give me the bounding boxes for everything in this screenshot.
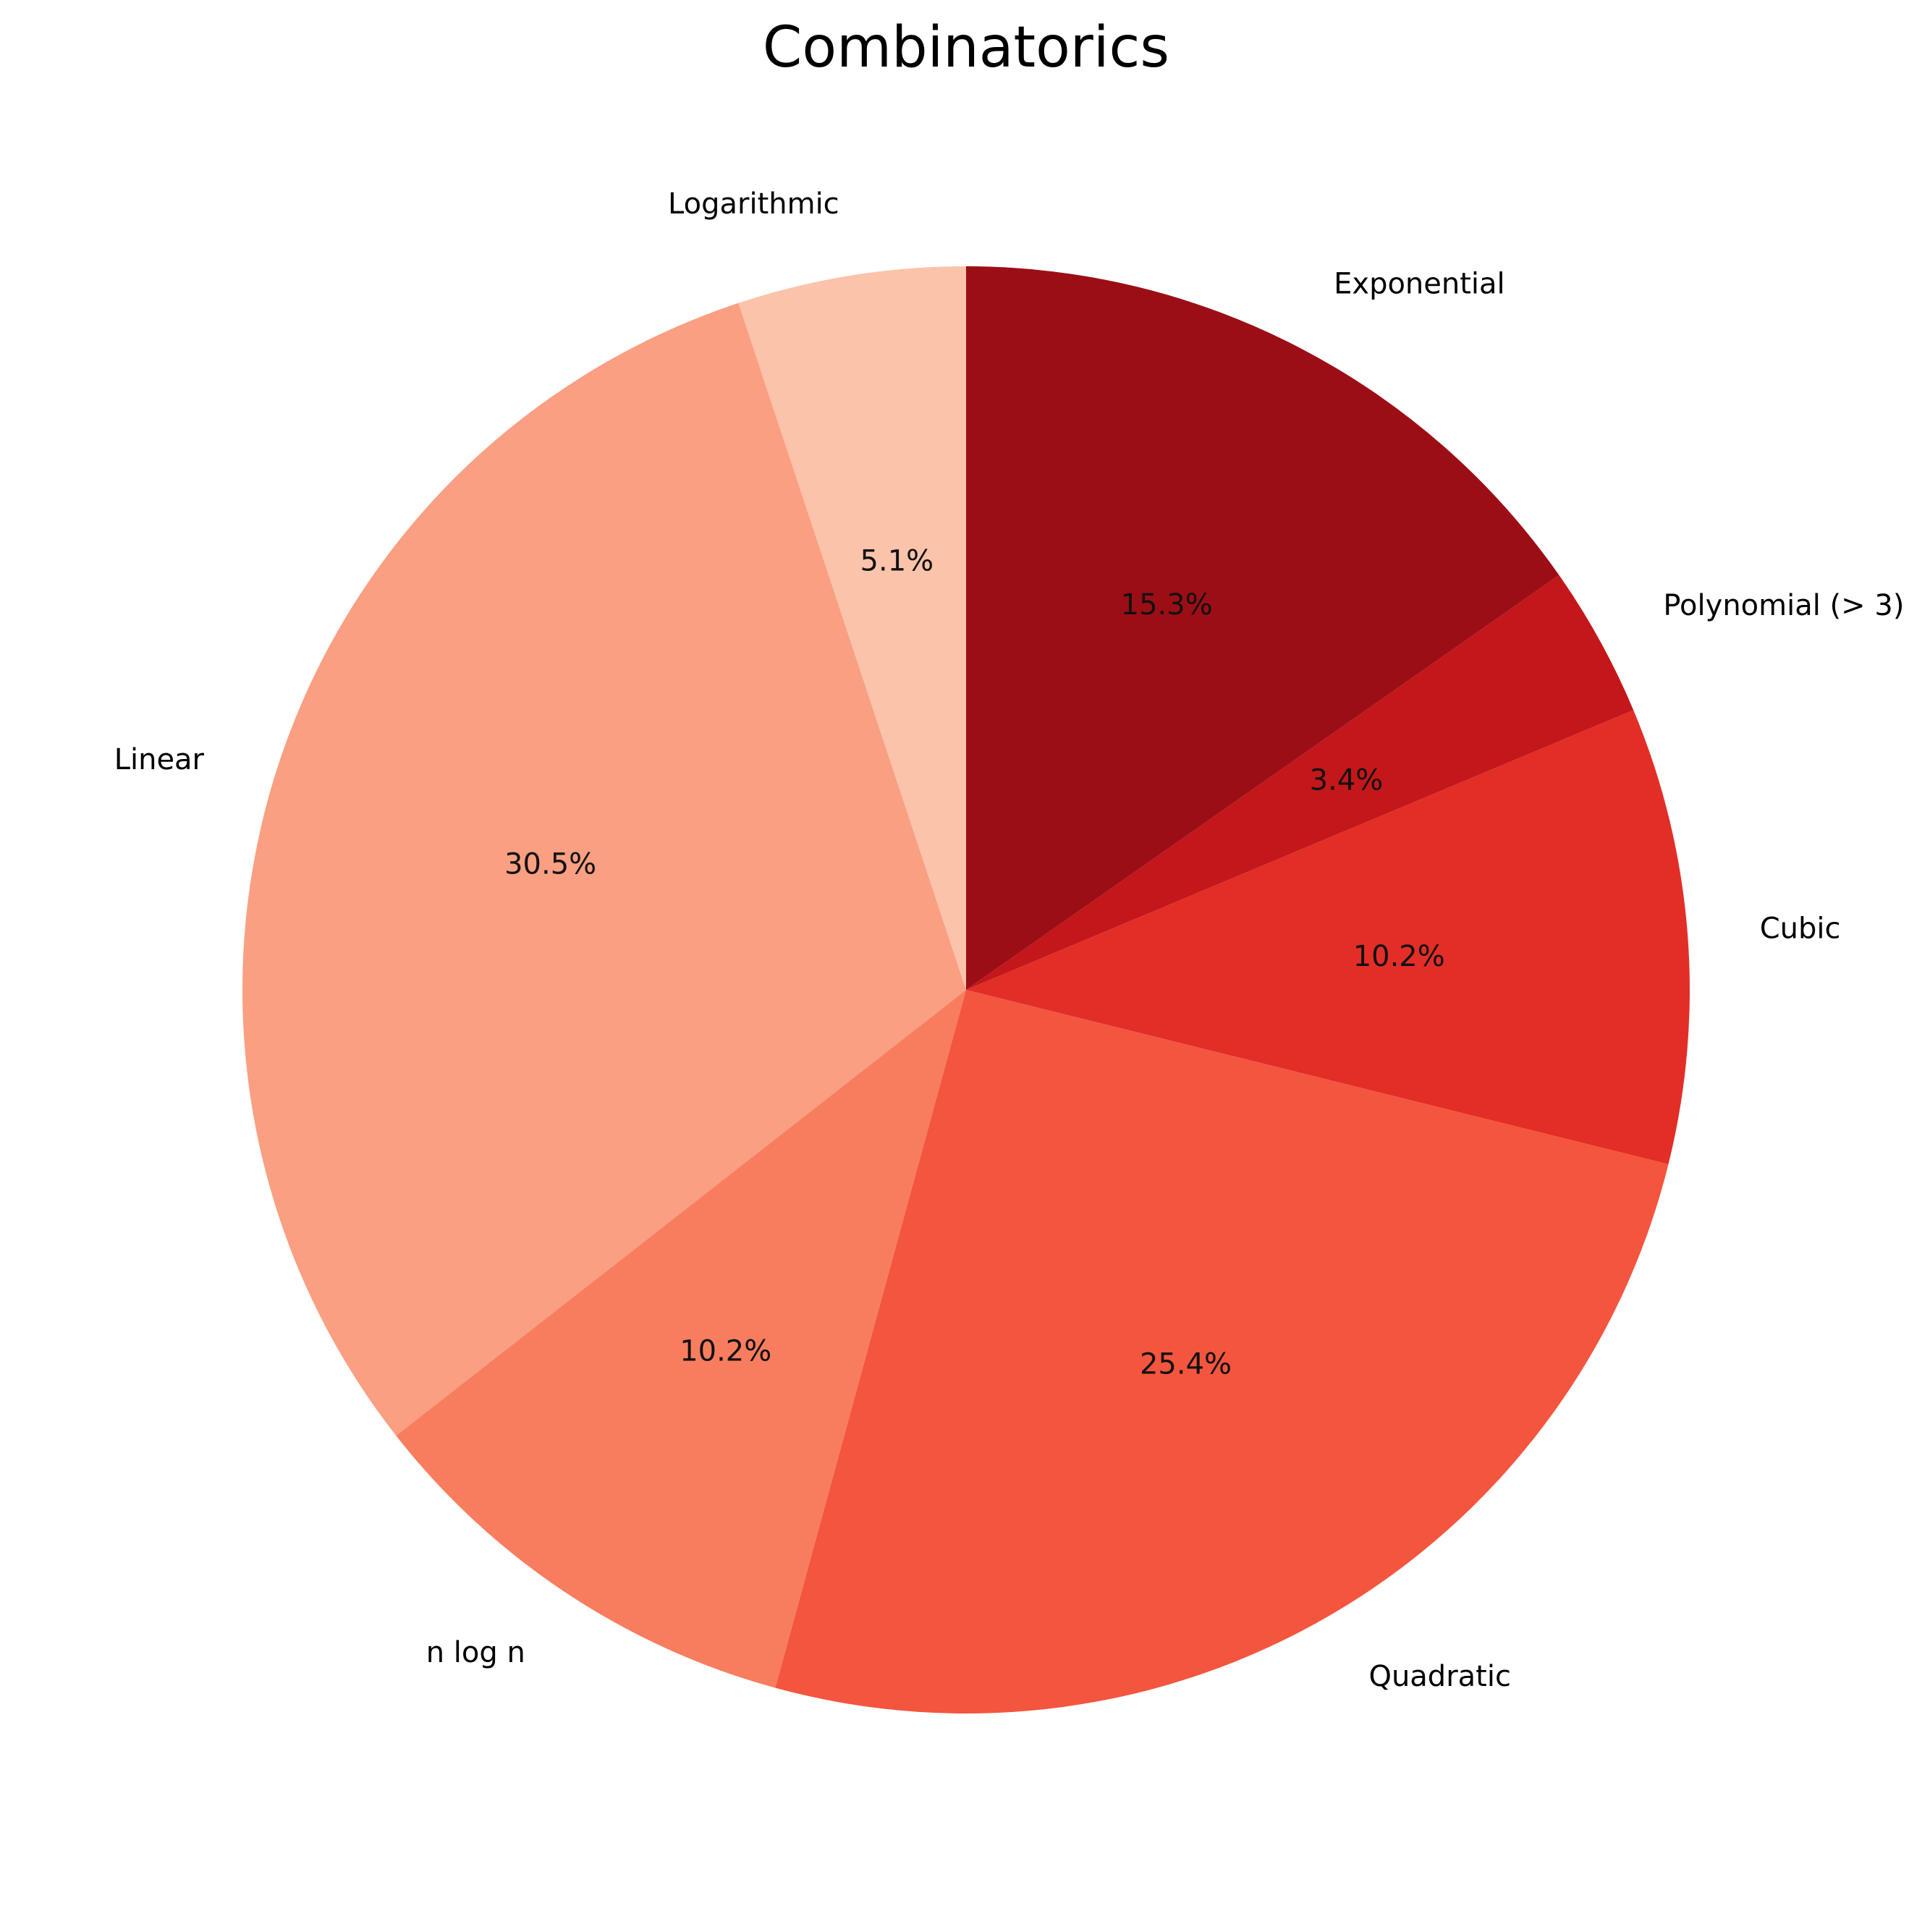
pie-slice-cubic [966, 710, 1690, 1164]
chart-title: Combinatorics [763, 15, 1169, 80]
pie-slice-n-log-n [396, 990, 966, 1688]
slice-label-cubic: Cubic [1760, 912, 1841, 946]
slice-percent-n-log-n: 10.2% [680, 1335, 771, 1368]
slices-group [242, 266, 1690, 1713]
slice-label-exponential: Exponential [1334, 267, 1505, 300]
slice-percent-exponential: 15.3% [1121, 588, 1213, 622]
pie-slice-linear [242, 302, 966, 1436]
slice-percent-linear: 30.5% [504, 847, 596, 881]
slice-label-quadratic: Quadratic [1368, 1660, 1510, 1693]
slice-label-logarithmic: Logarithmic [668, 187, 839, 221]
slice-percent-logarithmic: 5.1% [860, 545, 934, 578]
pie-slice-logarithmic [738, 266, 966, 990]
pie-slice-exponential [966, 266, 1559, 990]
slice-percent-polynomial-3: 3.4% [1310, 763, 1384, 797]
slice-label-linear: Linear [114, 743, 205, 776]
labels-group: Logarithmic 5.1% Linear 30.5% n log n 10.2% Qu… [114, 187, 1905, 1693]
slice-label-n-log-n: n log n [426, 1636, 525, 1669]
pie-slice-quadratic [775, 990, 1669, 1713]
slice-percent-cubic: 10.2% [1353, 940, 1445, 973]
slice-label-polynomial-3: Polynomial (> 3) [1663, 589, 1904, 622]
pie-slice-polynomial-3 [966, 575, 1634, 990]
slice-percent-quadratic: 25.4% [1140, 1348, 1232, 1381]
